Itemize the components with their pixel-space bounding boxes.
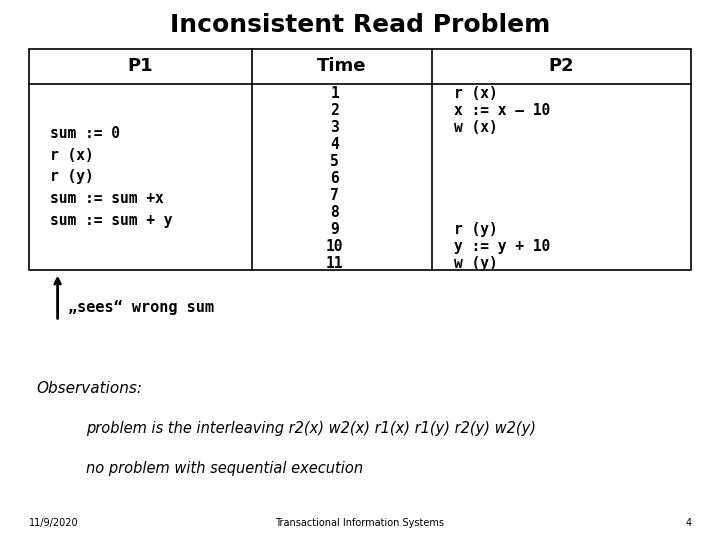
Text: y := y + 10: y := y + 10 [454,239,550,254]
Text: 11: 11 [326,256,343,271]
FancyBboxPatch shape [29,49,691,84]
Text: x := x – 10: x := x – 10 [454,103,550,118]
Text: 4: 4 [685,518,691,528]
Text: Transactional Information Systems: Transactional Information Systems [276,518,444,528]
Text: sum := sum + y: sum := sum + y [50,213,173,227]
Text: sum := 0: sum := 0 [50,126,120,141]
Text: problem is the interleaving r2(x) w2(x) r1(x) r1(y) r2(y) w2(y): problem is the interleaving r2(x) w2(x) … [86,421,536,436]
Text: 8: 8 [330,205,339,220]
Text: r (x): r (x) [50,148,94,163]
Text: sum := sum +x: sum := sum +x [50,191,164,206]
Text: 2: 2 [330,103,339,118]
Text: 9: 9 [330,222,339,237]
Text: 4: 4 [330,137,339,152]
Text: 10: 10 [326,239,343,254]
Text: r (y): r (y) [454,222,498,237]
Text: 11/9/2020: 11/9/2020 [29,518,78,528]
Text: P1: P1 [127,57,153,75]
Text: r (y): r (y) [50,170,94,184]
Text: no problem with sequential execution: no problem with sequential execution [86,461,364,476]
Text: r (x): r (x) [454,86,498,101]
Text: Inconsistent Read Problem: Inconsistent Read Problem [170,14,550,37]
Text: Observations:: Observations: [36,381,142,396]
Text: 6: 6 [330,171,339,186]
FancyBboxPatch shape [29,49,691,270]
Text: Time: Time [318,57,366,75]
Text: w (x): w (x) [454,120,498,135]
Text: 7: 7 [330,188,339,203]
Text: 5: 5 [330,154,339,169]
Text: 3: 3 [330,120,339,135]
Text: P2: P2 [549,57,575,75]
Text: w (y): w (y) [454,256,498,271]
Text: „sees“ wrong sum: „sees“ wrong sum [68,300,215,315]
Text: 1: 1 [330,86,339,101]
